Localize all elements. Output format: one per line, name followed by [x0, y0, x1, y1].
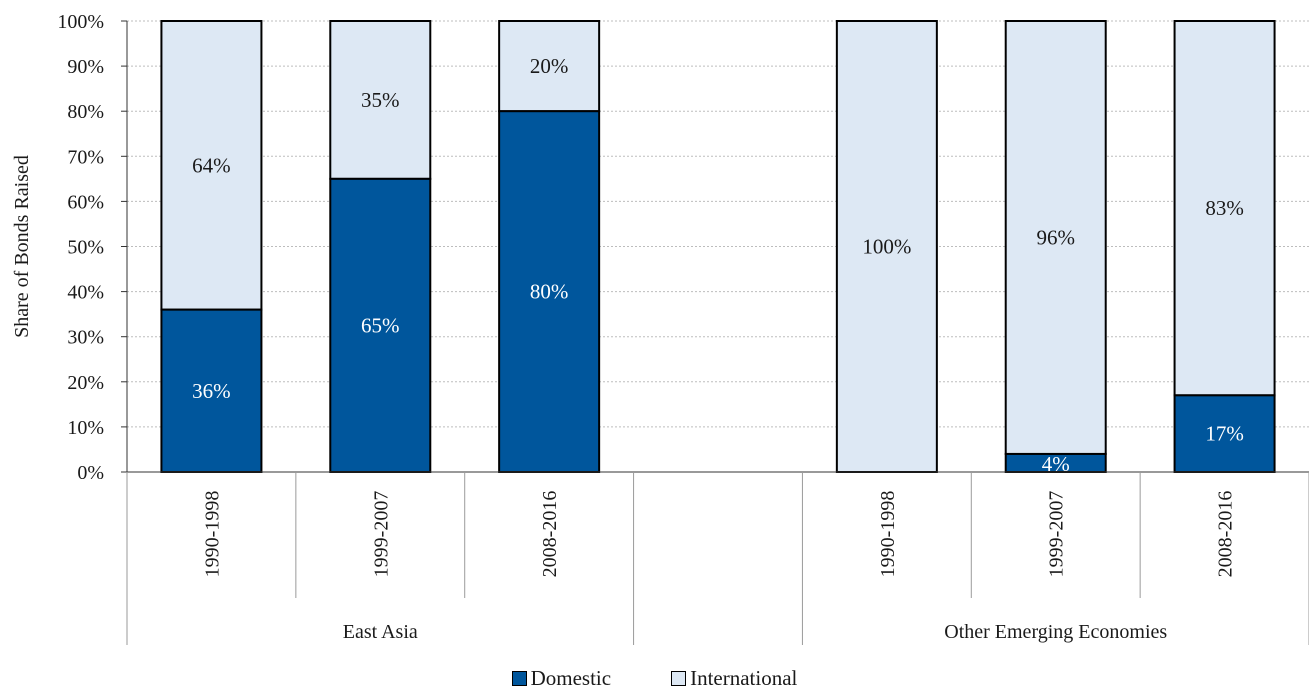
data-label-domestic: 65%	[361, 313, 400, 337]
bar-domestic	[329, 177, 432, 473]
legend-item-international: International	[671, 666, 797, 691]
y-tick-label: 0%	[77, 462, 104, 484]
data-label-domestic: 36%	[192, 379, 231, 403]
y-tick-label: 80%	[67, 101, 104, 123]
group-label: East Asia	[343, 621, 418, 643]
group-label: Other Emerging Economies	[944, 621, 1167, 643]
x-tick-label: 1990-1998	[201, 491, 223, 578]
legend-label-domestic: Domestic	[530, 665, 612, 690]
y-tick-label: 60%	[67, 191, 104, 213]
x-tick-label: 2008-2016	[1215, 491, 1237, 578]
x-tick-label: 1990-1998	[877, 491, 899, 578]
legend-item-domestic: Domestic	[511, 665, 612, 691]
bar-international	[498, 20, 601, 113]
y-tick-label: 90%	[67, 56, 104, 78]
data-label-international: 83%	[1205, 196, 1244, 220]
data-label-international: 35%	[361, 88, 400, 112]
data-label-international: 64%	[192, 153, 231, 177]
y-tick-label: 30%	[67, 327, 104, 349]
legend-swatch-international	[671, 670, 687, 686]
x-tick-label: 2008-2016	[539, 491, 561, 578]
legend-label-international: International	[690, 665, 798, 690]
data-label-domestic: 80%	[530, 280, 569, 304]
data-label-domestic: 17%	[1205, 422, 1244, 446]
bar-international	[1173, 20, 1276, 397]
bar-international	[329, 20, 432, 180]
bar-domestic	[498, 110, 601, 473]
legend-swatch-domestic	[511, 670, 527, 686]
x-tick-label: 1999-2007	[1046, 491, 1068, 578]
data-label-international: 100%	[862, 235, 911, 259]
y-tick-label: 100%	[57, 11, 104, 33]
y-tick-label: 10%	[67, 417, 104, 439]
bar-domestic	[1173, 394, 1276, 473]
legend: Domestic International	[0, 664, 1309, 692]
y-tick-label: 20%	[67, 372, 104, 394]
bar-international	[1004, 20, 1107, 455]
data-label-international: 20%	[530, 54, 569, 78]
x-tick-label: 1999-2007	[370, 491, 392, 578]
y-tick-label: 40%	[67, 282, 104, 304]
data-label-international: 96%	[1036, 225, 1075, 249]
bar-international	[835, 20, 938, 473]
y-tick-label: 50%	[67, 237, 104, 259]
y-axis-label: Share of Bonds Raised	[11, 155, 33, 338]
bar-domestic	[160, 308, 263, 474]
y-tick-label: 70%	[67, 146, 104, 168]
